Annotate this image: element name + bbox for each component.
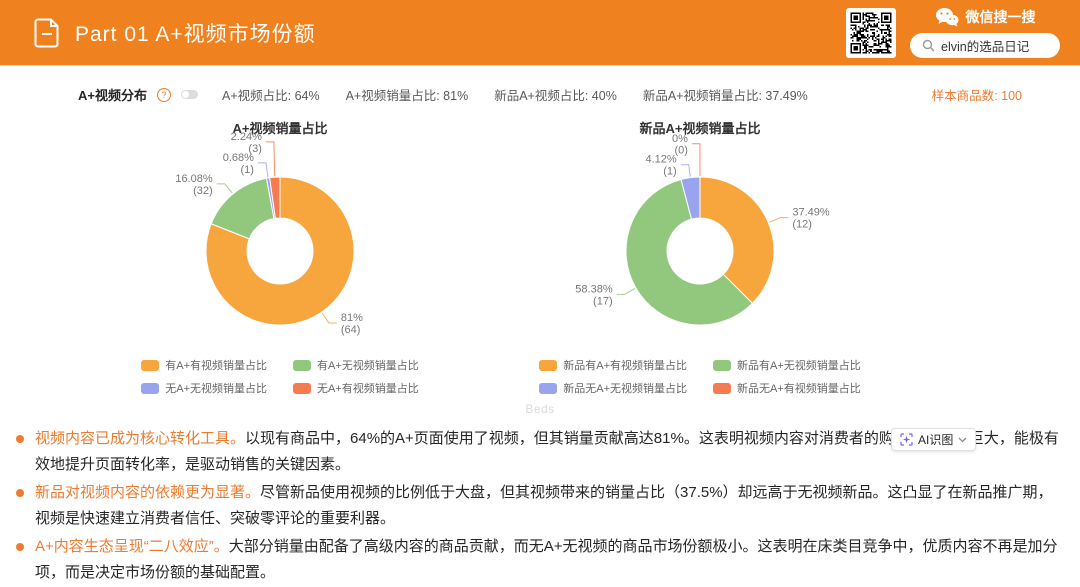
slice-label-2: 0.68% (1) xyxy=(223,152,254,176)
legend-label: 新品有A+有视频销量占比 xyxy=(563,360,687,372)
legend-item-0[interactable]: 新品有A+有视频销量占比 xyxy=(539,357,687,373)
document-icon xyxy=(34,18,59,48)
legend-item-3[interactable]: 新品无A+有视频销量占比 xyxy=(713,380,861,396)
label-line-3 xyxy=(265,141,276,177)
distribution-title: A+视频分布 xyxy=(78,88,147,103)
page-header: Part 01 A+视频市场份额 微信搜一搜 xyxy=(0,0,1080,65)
legend-swatch xyxy=(539,359,558,371)
page-title: Part 01 A+视频市场份额 xyxy=(75,22,316,46)
pie-chart-0: 81% (64) 16.08% (32) 0.68% (1)2.24% (3) xyxy=(175,131,363,336)
stats-bar: A+视频分布 ? A+视频占比: 64% A+视频销量占比: 81% 新品A+视频占… xyxy=(78,85,1022,104)
insight-item-0: 视频内容已成为核心转化工具。以现有商品中，64%的A+页面使用了视频，但其销量贡… xyxy=(14,426,1060,478)
pie-slice-0[interactable] xyxy=(699,176,775,305)
slice-label-1: 16.08% (32) xyxy=(175,173,213,197)
insight-item-2: A+内容生态呈现“二八效应”。大部分销量由配备了高级内容的商品贡献，而无A+无视… xyxy=(14,534,1060,586)
wechat-icon xyxy=(935,8,958,27)
legend-item-1[interactable]: 有A+无视频销量占比 xyxy=(293,357,419,373)
metric-0: A+视频占比: 64% xyxy=(221,89,320,103)
pie-slice-1[interactable] xyxy=(625,178,754,326)
legend-item-1[interactable]: 新品有A+无视频销量占比 xyxy=(713,357,861,373)
chart-legend-1: 新品有A+有视频销量占比 新品有A+无视频销量占比新品无A+无视频销量占比 新品无A… xyxy=(539,357,861,396)
distribution-toggle[interactable] xyxy=(180,90,198,99)
label-line-0 xyxy=(769,217,789,223)
help-icon[interactable]: ? xyxy=(156,87,171,102)
legend-swatch xyxy=(713,382,731,394)
label-line-1 xyxy=(216,183,233,194)
search-icon xyxy=(922,39,935,52)
legend-item-2[interactable]: 无A+无视频销量占比 xyxy=(141,380,267,396)
ai-recognize-button[interactable]: AI识图 xyxy=(891,428,977,451)
legend-swatch xyxy=(293,359,311,371)
legend-swatch xyxy=(141,359,160,371)
pie-slice-2[interactable] xyxy=(680,176,701,220)
qr-code xyxy=(846,7,896,58)
chart-block-0: A+视频销量占比 81% (64) 16.08% (32) 0.68% (1) 2.24% (3… xyxy=(70,118,490,396)
watermark-label: Beds xyxy=(525,402,555,416)
legend-swatch xyxy=(713,359,731,371)
metric-1: A+视频销量占比: 81% xyxy=(345,89,469,103)
bullet-icon xyxy=(16,435,24,443)
label-line-2 xyxy=(257,162,269,178)
label-line-2 xyxy=(680,164,691,177)
slice-label-0: 37.49% (12) xyxy=(792,207,830,231)
legend-swatch xyxy=(141,382,160,394)
pie-slice-3[interactable] xyxy=(269,176,281,219)
ai-button-label: AI识图 xyxy=(918,433,954,447)
metric-2: 新品A+视频占比: 40% xyxy=(494,89,617,103)
chart-legend-0: 有A+有视频销量占比 有A+无视频销量占比无A+无视频销量占比 无A+有视频销量占比 xyxy=(141,357,419,396)
ai-sparkle-icon xyxy=(900,433,913,446)
chart-title: A+视频销量占比 xyxy=(232,121,328,136)
insight-body: 尽管新品使用视频的比例低于大盘，但其视频带来的销量占比（37.5%）却远高于无视… xyxy=(35,484,1053,527)
pie-chart-1: 37.49% (12) 58.38% (17) 4.12% (1)0% (0) xyxy=(575,133,830,326)
chevron-down-icon xyxy=(958,437,967,442)
legend-swatch xyxy=(539,382,558,394)
insight-item-1: 新品对视频内容的依赖更为显著。尽管新品使用视频的比例低于大盘，但其视频带来的销量… xyxy=(14,480,1060,532)
sample-count-label: 样本商品数 xyxy=(931,89,995,103)
insight-highlight: A+内容生态呈现“二八效应”。 xyxy=(35,538,229,555)
charts-row: A+视频销量占比 81% (64) 16.08% (32) 0.68% (1) 2.24% (3… xyxy=(70,118,910,396)
slice-label-2: 4.12% (1) xyxy=(646,154,677,178)
metric-3: 新品A+视频销量占比: 37.49% xyxy=(642,89,808,103)
metrics-row: A+视频占比: 64% A+视频销量占比: 81% 新品A+视频占比: 40% 新品A… xyxy=(222,85,922,104)
legend-label: 有A+无视频销量占比 xyxy=(317,360,419,372)
wechat-search-label: 微信搜一搜 xyxy=(965,9,1036,25)
legend-item-0[interactable]: 有A+有视频销量占比 xyxy=(141,357,267,373)
label-line-0 xyxy=(321,312,337,324)
insights-section: 视频内容已成为核心转化工具。以现有商品中，64%的A+页面使用了视频，但其销量贡… xyxy=(14,426,1060,586)
slice-label-3: 2.24% (3) xyxy=(231,131,262,155)
insight-highlight: 视频内容已成为核心转化工具。 xyxy=(35,430,246,447)
search-account-text: elvin的选品日记 xyxy=(941,40,1030,54)
chart-title: 新品A+视频销量占比 xyxy=(639,121,761,136)
legend-label: 无A+无视频销量占比 xyxy=(165,383,267,395)
legend-item-2[interactable]: 新品无A+无视频销量占比 xyxy=(539,380,687,396)
label-line-1 xyxy=(616,288,636,295)
label-line-3 xyxy=(691,143,701,177)
bullet-icon xyxy=(16,489,24,497)
wechat-search-box[interactable]: elvin的选品日记 xyxy=(910,33,1060,58)
bullet-icon xyxy=(16,543,24,551)
pie-slice-0[interactable] xyxy=(205,176,355,326)
sample-count-value: 100 xyxy=(1001,89,1022,103)
slice-label-3: 0% (0) xyxy=(672,133,688,157)
sample-count: 样本商品数: 100 xyxy=(931,89,1022,103)
legend-label: 新品无A+有视频销量占比 xyxy=(737,383,861,395)
insight-highlight: 新品对视频内容的依赖更为显著。 xyxy=(35,484,261,501)
legend-label: 有A+有视频销量占比 xyxy=(165,360,267,372)
slice-label-1: 58.38% (17) xyxy=(575,283,613,307)
insight-body: 大部分销量由配备了高级内容的商品贡献，而无A+无视频的商品市场份额极小。这表明在… xyxy=(35,538,1058,581)
insight-body: 以现有商品中，64%的A+页面使用了视频，但其销量贡献高达81%。这表明视频内容… xyxy=(35,430,1059,473)
legend-item-3[interactable]: 无A+有视频销量占比 xyxy=(293,380,419,396)
legend-label: 新品无A+无视频销量占比 xyxy=(563,383,687,395)
slice-label-0: 81% (64) xyxy=(341,312,363,336)
chart-block-1: 新品A+视频销量占比 37.49% (12) 58.38% (17) 4.12% (1) 0%… xyxy=(490,118,910,396)
legend-label: 无A+有视频销量占比 xyxy=(317,383,419,395)
legend-swatch xyxy=(293,382,311,394)
legend-label: 新品有A+无视频销量占比 xyxy=(737,360,861,372)
